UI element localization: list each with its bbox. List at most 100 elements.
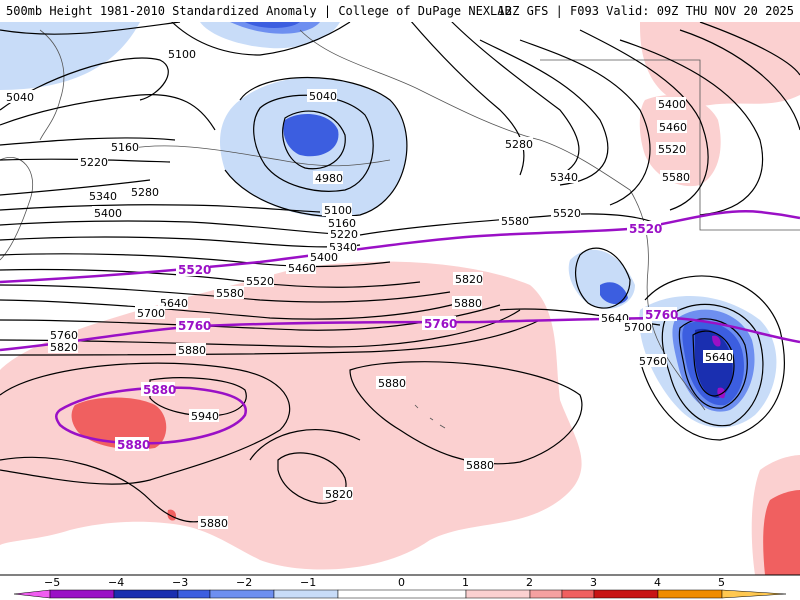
contour-label: 5460	[659, 121, 687, 134]
colorbar-tick: −5	[44, 576, 60, 589]
contour-label: 5640	[160, 297, 188, 310]
purple-label: 5760	[645, 308, 678, 322]
colorbar-swatch	[529, 589, 563, 599]
contour-5940	[149, 377, 247, 417]
purple-label: 5760	[178, 319, 211, 333]
contour-label: 5220	[330, 228, 358, 241]
coast-asia	[0, 157, 34, 261]
colorbar-tick: 5	[718, 576, 725, 589]
colorbar-tick: −3	[172, 576, 188, 589]
neg-fill-core-2	[717, 387, 726, 399]
purple-label: 5880	[117, 438, 150, 452]
contour-label: 5640	[705, 351, 733, 364]
contour-label: 5760	[50, 329, 78, 342]
colorbar-swatch	[49, 589, 115, 599]
contour-label: 5520	[553, 207, 581, 220]
coast-west-us	[646, 269, 706, 411]
contour-label: 5700	[137, 307, 165, 320]
contour-label: 5940	[191, 410, 219, 423]
neg-fill-cutoff-east-mid	[600, 282, 628, 305]
coast-alaska	[299, 29, 649, 271]
run-info: 12Z GFS | F093 Valid: 09Z THU NOV 20 202…	[497, 4, 794, 18]
colorbar-swatch	[561, 589, 595, 599]
purple-label: 5880	[143, 383, 176, 397]
colorbar-tick: −1	[300, 576, 316, 589]
neg-fill-gulf-mid	[283, 114, 339, 157]
colorbar-tick: −2	[236, 576, 252, 589]
contour-label: 5520	[246, 275, 274, 288]
header-bar	[0, 0, 800, 22]
contour-5880-low	[0, 456, 206, 523]
pos-fill-canada	[639, 95, 721, 187]
contour-label: 4980	[315, 172, 343, 185]
contour-label: 5820	[50, 341, 78, 354]
colorbar-tick: 4	[654, 576, 661, 589]
neg-fill-top-dark	[245, 22, 300, 28]
contour-label: 5280	[505, 138, 533, 151]
coastlines	[0, 29, 800, 429]
contour-label: 5040	[6, 91, 34, 104]
contour-label: 5100	[168, 48, 196, 61]
neg-fill-sw-us-dark	[695, 328, 733, 398]
contour-5880-sw	[249, 429, 361, 461]
colorbar-swatch	[657, 589, 723, 599]
contour-label: 5880	[378, 377, 406, 390]
contour-5880-mid	[349, 361, 583, 465]
contour-4980	[282, 110, 346, 170]
colorbar-swatch	[465, 589, 531, 599]
purple-label: 5520	[178, 263, 211, 277]
contour-label: 5580	[216, 287, 244, 300]
coast-canada-border	[540, 59, 800, 231]
contour-label: 5160	[111, 141, 139, 154]
pos-fill-se-corner-mid	[763, 490, 800, 575]
contour-label: 5400	[94, 207, 122, 220]
purple-label: 5520	[629, 222, 662, 236]
coast-aleutians	[119, 145, 391, 167]
contour-label: 5880	[466, 459, 494, 472]
contour-label: 5880	[200, 517, 228, 530]
colorbar-tick: 0	[398, 576, 405, 589]
contour-label: 5760	[639, 355, 667, 368]
contour-5640-cutoff	[574, 247, 631, 309]
pos-fill-hi	[71, 397, 167, 450]
colorbar-swatch	[177, 589, 211, 599]
contour-label: 5700	[624, 321, 652, 334]
neg-fill-core-1	[712, 335, 721, 347]
contour-label: 5820	[455, 273, 483, 286]
contour-5880-ring	[0, 362, 291, 485]
colorbar-swatch	[209, 589, 275, 599]
contour-label: 5040	[309, 90, 337, 103]
contour-label: 5400	[310, 251, 338, 264]
contour-label: 5580	[501, 215, 529, 228]
colorbar-tick: −4	[108, 576, 124, 589]
contour-label: 5880	[454, 297, 482, 310]
contour-label: 5100	[324, 204, 352, 217]
neg-fill-nw	[0, 22, 140, 90]
contour-labels: 5040 5100 5040 4980 5160 5220 5280 5340 …	[4, 47, 733, 530]
coast-hawaii	[414, 404, 446, 429]
colorbar-tick: 3	[590, 576, 597, 589]
colorbar-tick: 1	[462, 576, 469, 589]
coast-kamchatka	[39, 29, 65, 141]
contour-sw-low-4	[639, 275, 785, 441]
contour-label: 5160	[328, 217, 356, 230]
colorbar-swatch	[113, 589, 179, 599]
contour-label: 5520	[658, 143, 686, 156]
contour-sw-low-3	[692, 330, 735, 397]
contour-label: 5460	[288, 262, 316, 275]
colorbar-swatch	[273, 589, 339, 599]
contour-label: 5820	[325, 488, 353, 501]
colorbar-swatch	[593, 589, 659, 599]
chart-title: 500mb Height 1981-2010 Standardized Anom…	[6, 4, 512, 18]
contour-sw-low-1	[661, 303, 764, 427]
contour-label: 5400	[658, 98, 686, 111]
pos-fill-northeast	[640, 22, 800, 106]
colorbar: −5 −4 −3 −2 −1 0 1 2 3 4 5	[0, 574, 800, 600]
purple-labels: 5520 5760 5760 5520 5760 5880 5880	[115, 221, 678, 452]
contour-label: 5280	[131, 186, 159, 199]
colorbar-tick: 2	[526, 576, 533, 589]
colorbar-right-arrow	[721, 589, 787, 599]
contour-5580-e	[359, 213, 661, 236]
contour-label: 5220	[80, 156, 108, 169]
